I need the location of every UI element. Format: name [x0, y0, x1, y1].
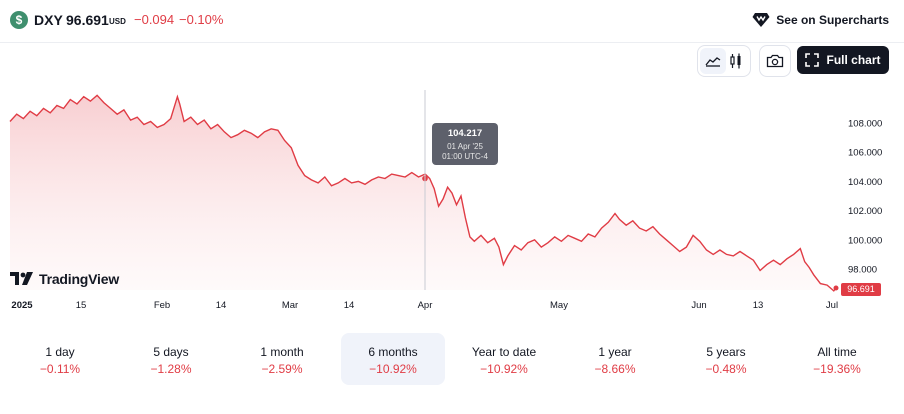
range-label: All time — [817, 345, 857, 359]
range-change: −10.92% — [480, 362, 528, 376]
full-chart-button[interactable]: Full chart — [797, 46, 889, 74]
range-label: Year to date — [471, 345, 537, 359]
price-tooltip: 104.217 01 Apr '25 01:00 UTC-4 — [432, 123, 498, 165]
range-all-time[interactable]: All time −19.36% — [785, 333, 889, 385]
x-tick-label: 14 — [216, 300, 227, 311]
range-label: 1 month — [260, 345, 304, 359]
y-tick-label: 100.000 — [848, 235, 882, 246]
x-tick-label: Apr — [418, 300, 433, 311]
range-label: 5 days — [153, 345, 189, 359]
range-1-year[interactable]: 1 year −8.66% — [563, 333, 667, 385]
camera-icon — [766, 54, 784, 68]
last-price-tag: 96.691 — [841, 283, 881, 296]
range-label: 5 years — [706, 345, 746, 359]
tooltip-date: 01 Apr '25 — [447, 142, 483, 151]
range-year-to-date[interactable]: Year to date −10.92% — [452, 333, 556, 385]
x-tick-label: Jun — [691, 300, 706, 311]
header-divider — [0, 42, 904, 43]
tooltip-time: 01:00 UTC-4 — [442, 152, 488, 161]
y-tick-label: 104.000 — [848, 177, 882, 188]
x-tick-label: Jul — [826, 300, 838, 311]
x-tick-label: May — [550, 300, 568, 311]
range-1-day[interactable]: 1 day −0.11% — [8, 333, 112, 385]
last-point — [833, 285, 839, 291]
range-change: −10.92% — [369, 362, 417, 376]
symbol-currency: USD — [109, 17, 126, 26]
range-label: 1 day — [45, 345, 75, 359]
y-tick-label: 108.000 — [848, 119, 882, 130]
symbol-change-pct: −0.10% — [179, 12, 224, 27]
x-tick-label: 15 — [76, 300, 87, 311]
x-tick-label: 14 — [344, 300, 355, 311]
range-change: −0.11% — [39, 362, 81, 376]
see-on-supercharts-link[interactable]: See on Supercharts — [752, 10, 889, 30]
candles-button[interactable] — [723, 48, 749, 74]
tooltip-value: 104.217 — [447, 128, 483, 139]
range-selector: 1 day −0.11% 5 days −1.28% 1 month −2.59% 6 mo… — [8, 333, 896, 385]
candles-icon — [730, 53, 741, 69]
range-label: 6 months — [368, 345, 418, 359]
area-chart-icon — [705, 57, 721, 67]
y-tick-label: 106.000 — [848, 148, 882, 159]
symbol-header: $ DXY 96.691 USD −0.094 −0.10% See on Su… — [0, 0, 904, 42]
range-5-days[interactable]: 5 days −1.28% — [119, 333, 223, 385]
camera-wrap — [762, 48, 788, 74]
area-fill — [10, 95, 836, 291]
symbol-price: 96.691 — [66, 12, 109, 28]
chart-style-toggle — [697, 45, 751, 77]
full-chart-label: Full chart — [826, 53, 881, 67]
supercharts-gem-icon — [752, 13, 770, 27]
range-change: −8.66% — [594, 362, 636, 376]
range-change: −19.36% — [813, 362, 861, 376]
expand-icon — [805, 53, 820, 67]
symbol-name: DXY — [34, 12, 63, 28]
range-change: −1.28% — [150, 362, 192, 376]
price-line — [9, 94, 837, 292]
dollar-icon: $ — [10, 11, 28, 29]
area-chart-button[interactable] — [700, 48, 726, 74]
range-5-years[interactable]: 5 years −0.48% — [674, 333, 778, 385]
x-tick-label: Feb — [154, 300, 170, 311]
tradingview-logo-icon — [10, 272, 33, 285]
snapshot-button[interactable] — [759, 45, 791, 77]
range-label: 1 year — [598, 345, 632, 359]
price-chart[interactable]: 108.000 106.000 104.000 102.000 100.000 98.00… — [0, 80, 904, 318]
range-6-months[interactable]: 6 months −10.92% — [341, 333, 445, 385]
y-tick-label: 98.000 — [848, 265, 877, 276]
x-tick-label: 13 — [753, 300, 764, 311]
tradingview-logo: TradingView — [10, 271, 119, 287]
x-tick-label: 2025 — [11, 300, 33, 311]
range-1-month[interactable]: 1 month −2.59% — [230, 333, 334, 385]
supercharts-label: See on Supercharts — [776, 13, 889, 27]
tradingview-name: TradingView — [39, 271, 120, 287]
y-tick-label: 102.000 — [848, 206, 882, 217]
range-change: −2.59% — [261, 362, 303, 376]
range-change: −0.48% — [705, 362, 747, 376]
symbol-change: −0.094 — [134, 12, 175, 27]
x-tick-label: Mar — [282, 300, 298, 311]
